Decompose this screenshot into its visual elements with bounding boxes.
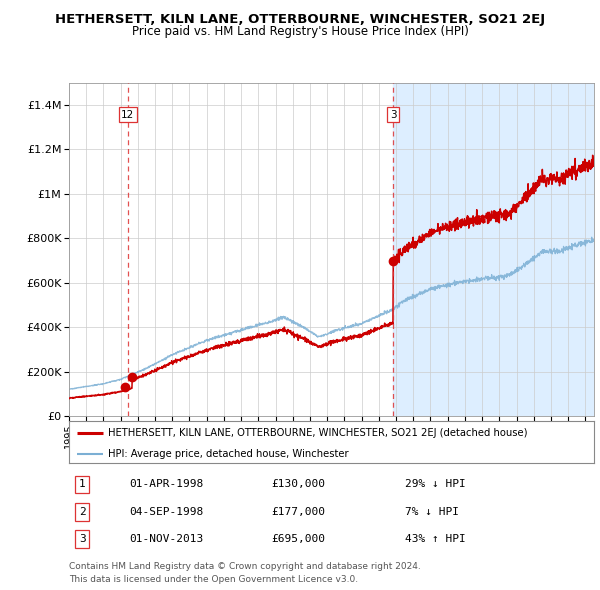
Text: 1: 1 [79, 480, 86, 489]
Text: HPI: Average price, detached house, Winchester: HPI: Average price, detached house, Winc… [109, 449, 349, 459]
Text: HETHERSETT, KILN LANE, OTTERBOURNE, WINCHESTER, SO21 2EJ (detached house): HETHERSETT, KILN LANE, OTTERBOURNE, WINC… [109, 428, 528, 438]
Text: 01-APR-1998: 01-APR-1998 [130, 480, 203, 489]
Text: 43% ↑ HPI: 43% ↑ HPI [405, 535, 466, 544]
Text: Price paid vs. HM Land Registry's House Price Index (HPI): Price paid vs. HM Land Registry's House … [131, 25, 469, 38]
Text: £177,000: £177,000 [271, 507, 325, 517]
Text: 7% ↓ HPI: 7% ↓ HPI [405, 507, 459, 517]
Text: 3: 3 [79, 535, 86, 544]
Text: HETHERSETT, KILN LANE, OTTERBOURNE, WINCHESTER, SO21 2EJ: HETHERSETT, KILN LANE, OTTERBOURNE, WINC… [55, 13, 545, 26]
Text: 3: 3 [390, 110, 397, 120]
Text: 04-SEP-1998: 04-SEP-1998 [130, 507, 203, 517]
Text: This data is licensed under the Open Government Licence v3.0.: This data is licensed under the Open Gov… [69, 575, 358, 584]
Text: 01-NOV-2013: 01-NOV-2013 [130, 535, 203, 544]
Text: Contains HM Land Registry data © Crown copyright and database right 2024.: Contains HM Land Registry data © Crown c… [69, 562, 421, 571]
Text: £130,000: £130,000 [271, 480, 325, 489]
Text: 2: 2 [79, 507, 86, 517]
Bar [393, 83, 600, 416]
Text: 29% ↓ HPI: 29% ↓ HPI [405, 480, 466, 489]
Text: £695,000: £695,000 [271, 535, 325, 544]
Text: 12: 12 [121, 110, 134, 120]
